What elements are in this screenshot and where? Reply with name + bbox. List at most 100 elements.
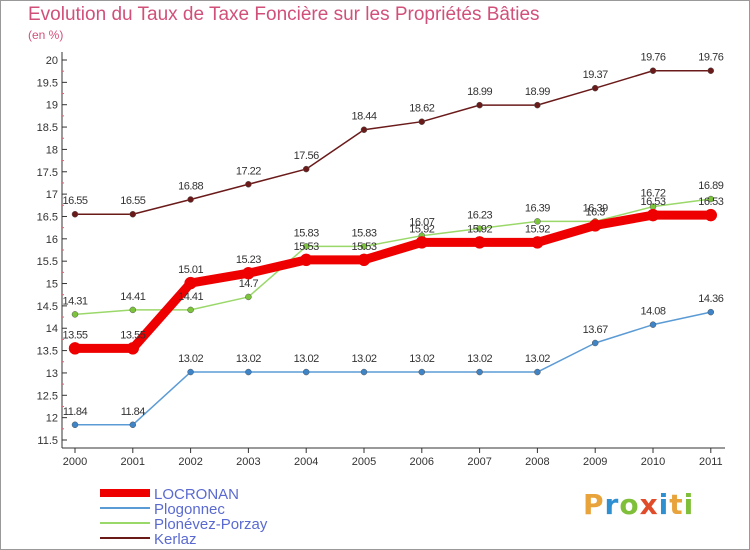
data-label: 15.01 xyxy=(178,264,203,276)
data-label: 16.89 xyxy=(698,180,723,192)
data-point xyxy=(302,243,310,250)
data-label: 13.02 xyxy=(467,353,492,365)
data-point xyxy=(242,266,255,280)
legend-label: Plogonnec xyxy=(154,501,225,518)
x-tick-label: 2011 xyxy=(699,456,723,468)
data-point xyxy=(184,276,197,290)
data-point xyxy=(534,101,541,109)
series-line-plogonnec xyxy=(75,311,711,426)
data-point xyxy=(357,253,371,267)
y-tick-label: 13 xyxy=(46,368,58,380)
data-label: 16.39 xyxy=(525,202,550,214)
data-label: 15.92 xyxy=(409,223,434,235)
data-label: 19.76 xyxy=(698,52,723,64)
data-label: 18.62 xyxy=(409,103,434,115)
data-label: 16.72 xyxy=(640,188,665,200)
data-label: 13.02 xyxy=(351,353,376,365)
proxiti-logo: Proxiti xyxy=(583,488,694,521)
data-point xyxy=(126,342,140,355)
data-label: 19.76 xyxy=(640,52,665,64)
data-point xyxy=(129,421,137,429)
data-label: 14.41 xyxy=(120,291,145,303)
y-tick-label: 12.5 xyxy=(37,390,58,402)
data-point xyxy=(187,368,194,376)
data-point xyxy=(476,101,483,109)
x-tick-label: 2003 xyxy=(236,456,260,468)
data-label: 13.02 xyxy=(236,353,261,365)
data-label: 18.99 xyxy=(525,86,550,98)
y-tick-label: 18.5 xyxy=(37,122,58,134)
data-point xyxy=(245,368,252,376)
legend-label: LOCRONAN xyxy=(154,486,239,503)
data-label: 16.53 xyxy=(640,196,665,208)
chart-title: Evolution du Taux de Taxe Foncière sur l… xyxy=(28,4,540,25)
data-point xyxy=(473,236,486,249)
legend-label: Kerlaz xyxy=(154,531,197,548)
data-point xyxy=(360,368,368,376)
data-point xyxy=(129,210,137,218)
data-label: 17.56 xyxy=(294,150,319,162)
data-label: 13.55 xyxy=(120,329,145,341)
x-tick-label: 2006 xyxy=(410,456,434,468)
logo-letter: t xyxy=(669,488,684,521)
y-tick-label: 17.5 xyxy=(37,167,58,179)
data-label: 13.02 xyxy=(409,353,434,365)
data-label: 15.53 xyxy=(294,241,319,253)
series-line-plonévez-porzay xyxy=(74,198,711,316)
legend-label: Plonévez-Porzay xyxy=(154,516,268,533)
y-tick-label: 15.5 xyxy=(37,256,58,268)
x-tick-label: 2010 xyxy=(641,456,665,468)
y-tick-label: 12 xyxy=(46,413,58,425)
data-label: 14.31 xyxy=(62,295,87,307)
data-label: 16.55 xyxy=(120,195,145,207)
data-point xyxy=(302,165,310,173)
data-point xyxy=(360,243,368,250)
data-point xyxy=(302,368,310,376)
data-label: 16.07 xyxy=(409,217,434,229)
data-point xyxy=(187,196,194,203)
data-label: 13.55 xyxy=(62,329,87,341)
logo-letter: x xyxy=(639,488,659,521)
data-point xyxy=(646,208,660,222)
data-label: 14.41 xyxy=(178,291,203,303)
x-tick-label: 2009 xyxy=(583,456,607,468)
data-point xyxy=(531,236,544,249)
data-label: 15.23 xyxy=(236,254,261,266)
data-point xyxy=(68,342,82,355)
x-tick-label: 2004 xyxy=(294,456,318,468)
data-label: 17.22 xyxy=(236,165,261,177)
data-label: 15.83 xyxy=(294,227,319,239)
data-point xyxy=(187,306,194,314)
data-point xyxy=(707,67,715,74)
y-tick-label: 19 xyxy=(46,100,58,112)
x-tick-label: 2000 xyxy=(63,456,87,468)
x-tick-label: 2008 xyxy=(525,456,549,468)
data-label: 13.67 xyxy=(583,324,608,336)
data-point xyxy=(71,210,79,218)
logo-letter: i xyxy=(683,488,695,521)
data-point xyxy=(418,368,426,376)
data-point xyxy=(129,306,137,314)
data-point xyxy=(360,126,368,133)
logo-letter: o xyxy=(619,488,640,521)
data-label: 16.53 xyxy=(698,196,723,208)
y-tick-label: 14.5 xyxy=(37,301,58,313)
y-tick-label: 18 xyxy=(46,144,58,156)
data-label: 13.02 xyxy=(178,353,203,365)
data-point xyxy=(245,293,252,301)
data-point xyxy=(534,218,541,225)
data-point xyxy=(299,253,313,267)
logo-letter: P xyxy=(583,488,605,521)
data-label: 16.55 xyxy=(62,195,87,207)
data-label: 15.53 xyxy=(351,241,376,253)
data-label: 14.08 xyxy=(640,306,665,318)
data-point xyxy=(704,208,718,222)
x-tick-label: 2002 xyxy=(178,456,202,468)
data-label: 14.36 xyxy=(698,293,723,305)
x-tick-label: 2005 xyxy=(352,456,376,468)
y-tick-label: 14 xyxy=(46,323,58,335)
logo-letter: r xyxy=(604,488,620,521)
x-tick-label: 2001 xyxy=(121,456,145,468)
